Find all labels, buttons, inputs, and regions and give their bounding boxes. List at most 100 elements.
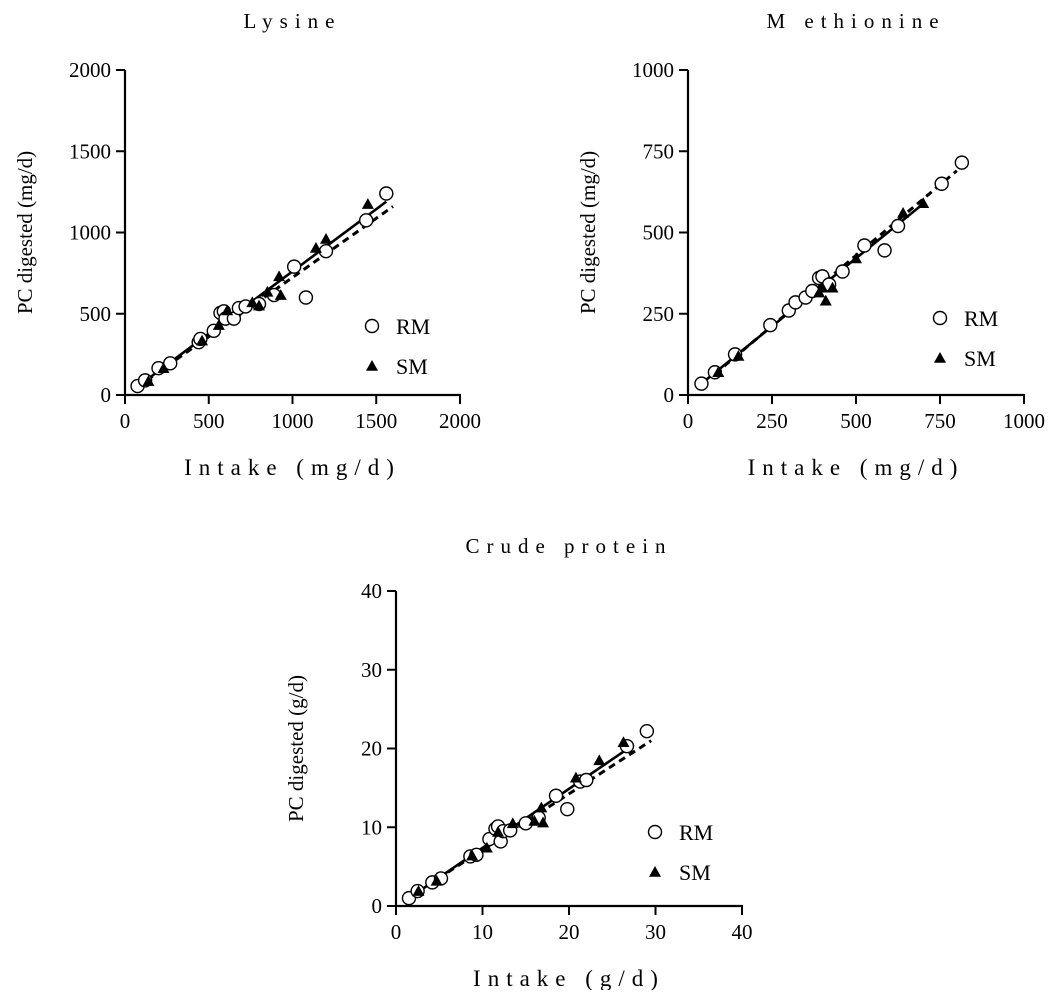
data-point-sm xyxy=(850,252,862,264)
fit-line-sm xyxy=(416,739,652,894)
legend-label-rm: RM xyxy=(679,820,713,845)
data-point-rm xyxy=(639,723,655,739)
x-tick-label: 1000 xyxy=(1003,409,1045,433)
data-point-sm xyxy=(569,771,582,783)
data-point-rm xyxy=(579,772,594,788)
data-point-sm xyxy=(320,233,332,244)
data-point-sm xyxy=(221,304,234,316)
data-point-rm xyxy=(298,290,314,305)
legend-label-rm: RM xyxy=(396,314,430,339)
chart-title: Lysine xyxy=(244,9,342,33)
y-tick-label: 2000 xyxy=(69,58,111,82)
legend: RM SM xyxy=(364,314,430,379)
data-point-rm xyxy=(379,186,394,201)
legend: RM SM xyxy=(932,306,998,371)
chart-panel: Lysine 0 500 1000 1500 2000 0 500 1000 1500 2000 In… xyxy=(13,9,481,480)
legend-marker-sm xyxy=(366,360,378,371)
data-point-rm xyxy=(934,176,949,191)
legend: RM SM xyxy=(647,820,713,885)
x-tick-label: 0 xyxy=(683,409,694,433)
x-tick-label: 0 xyxy=(120,409,131,433)
chart-title: M ethionine xyxy=(766,9,945,33)
x-axis-label: Intake (mg/d) xyxy=(184,455,401,480)
data-point-rm xyxy=(359,213,374,228)
data-point-rm xyxy=(890,218,906,234)
y-tick-label: 0 xyxy=(101,383,112,407)
data-point-sm xyxy=(617,736,630,747)
data-point-rm xyxy=(548,788,564,803)
data-point-sm xyxy=(897,207,910,218)
data-point-sm xyxy=(361,198,374,209)
y-axis-label: PC digested (g/d) xyxy=(284,675,308,822)
y-axis-label: PC digested (mg/d) xyxy=(576,151,600,314)
legend-marker-sm xyxy=(934,352,946,363)
data-point-sm xyxy=(535,801,548,813)
legend-marker-rm xyxy=(932,310,948,326)
data-point-sm xyxy=(917,197,930,209)
data-point-rm xyxy=(877,243,892,258)
y-tick-label: 750 xyxy=(643,139,675,163)
y-tick-label: 30 xyxy=(361,658,382,682)
data-point-rm xyxy=(560,801,575,817)
data-point-sm xyxy=(816,281,829,293)
data-point-sm xyxy=(246,296,259,308)
data-point-rm xyxy=(857,238,872,253)
y-tick-label: 1500 xyxy=(69,139,111,163)
y-tick-label: 500 xyxy=(643,221,675,245)
x-tick-label: 1500 xyxy=(355,409,397,433)
data-point-sm xyxy=(261,285,274,297)
chart-title: Crude protein xyxy=(465,534,672,558)
y-tick-label: 40 xyxy=(361,579,382,603)
legend-label-sm: SM xyxy=(964,346,996,371)
x-tick-label: 30 xyxy=(645,920,666,944)
y-tick-label: 10 xyxy=(361,815,382,839)
y-tick-label: 0 xyxy=(664,383,675,407)
y-axis-label: PC digested (mg/d) xyxy=(13,151,37,314)
legend-label-sm: SM xyxy=(396,354,428,379)
data-point-rm xyxy=(835,264,850,279)
y-tick-label: 1000 xyxy=(69,221,111,245)
legend-marker-rm xyxy=(647,824,663,840)
x-tick-label: 0 xyxy=(391,920,402,944)
x-tick-label: 40 xyxy=(732,920,753,944)
data-point-sm xyxy=(492,825,505,837)
data-point-sm xyxy=(819,294,832,306)
data-point-sm xyxy=(274,289,287,300)
x-axis-label: Intake (g/d) xyxy=(473,966,665,990)
x-tick-label: 750 xyxy=(924,409,956,433)
data-point-sm xyxy=(732,350,745,361)
x-tick-label: 500 xyxy=(193,409,225,433)
chart-panel: M ethionine 0 250 500 750 1000 0 250 500 750 1000 I… xyxy=(576,9,1045,480)
y-tick-label: 0 xyxy=(372,894,383,918)
x-tick-label: 20 xyxy=(559,920,580,944)
data-point-rm xyxy=(763,317,778,333)
y-tick-label: 500 xyxy=(80,302,112,326)
data-point-rm xyxy=(318,243,334,259)
data-point-sm xyxy=(253,299,265,311)
x-tick-label: 500 xyxy=(840,409,872,433)
x-axis-label: Intake (mg/d) xyxy=(748,455,965,480)
y-tick-label: 20 xyxy=(361,737,382,761)
data-point-rm xyxy=(954,155,970,170)
data-point-sm xyxy=(412,885,425,896)
data-point-rm xyxy=(286,259,302,274)
x-tick-label: 10 xyxy=(472,920,493,944)
data-point-sm xyxy=(593,754,606,766)
legend-marker-rm xyxy=(364,318,380,334)
data-point-sm xyxy=(157,362,170,373)
data-point-sm xyxy=(212,319,225,330)
data-point-sm xyxy=(142,375,155,386)
data-point-sm xyxy=(309,241,322,253)
legend-label-sm: SM xyxy=(679,860,711,885)
legend-marker-sm xyxy=(649,866,661,877)
data-point-sm xyxy=(196,334,209,346)
x-tick-label: 250 xyxy=(756,409,788,433)
y-tick-label: 250 xyxy=(643,302,675,326)
data-point-sm xyxy=(537,816,550,828)
x-tick-label: 1000 xyxy=(272,409,314,433)
data-point-sm xyxy=(430,874,443,886)
data-point-sm xyxy=(712,366,725,378)
y-tick-label: 1000 xyxy=(632,58,674,82)
